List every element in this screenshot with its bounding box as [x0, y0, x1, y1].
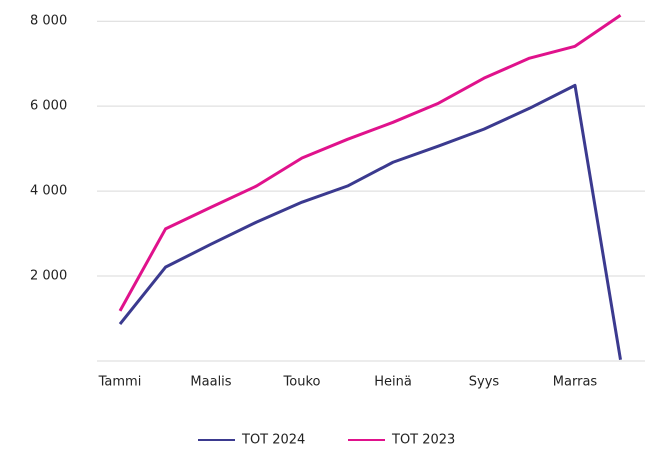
y-tick-label: 8 000	[30, 14, 67, 29]
x-tick-label: Maalis	[190, 375, 231, 390]
x-tick-label: Touko	[283, 375, 321, 390]
y-tick-label: 4 000	[30, 184, 67, 199]
y-tick-label: 2 000	[30, 269, 67, 284]
series-line	[118, 14, 622, 312]
x-tick-label: Syys	[469, 375, 500, 390]
x-tick-label: Tammi	[98, 375, 142, 390]
x-tick-label: Marras	[553, 375, 598, 390]
legend-label: TOT 2023	[391, 433, 455, 448]
series-line	[118, 83, 622, 360]
x-tick-label: Heinä	[374, 375, 412, 390]
legend-label: TOT 2024	[241, 433, 305, 448]
y-tick-label: 6 000	[30, 99, 67, 114]
